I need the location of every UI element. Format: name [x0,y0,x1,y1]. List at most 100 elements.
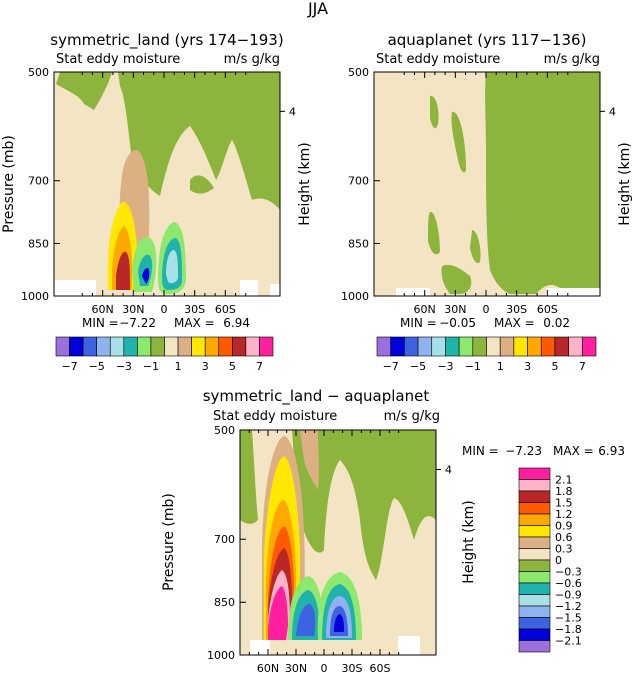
colorbar-swatch [518,525,551,538]
colorbar-label: −7 [383,360,399,373]
colorbar-swatch [69,336,84,357]
colorbar-label: 1.5 [555,497,573,510]
contour-field [54,72,280,296]
colorbar-swatch [123,336,138,357]
colorbar-label: 0.3 [555,543,573,556]
colorbar-label: −1.2 [555,600,582,613]
colorbar-label: 7 [256,360,263,373]
missing-data [54,280,96,296]
y-axis-pressure: Pressure (mb) 500 700 850 1000 [161,424,246,662]
plot-frame [239,429,437,656]
x-tick-label: 60S [215,303,236,316]
min-label: MIN = [462,444,499,458]
colorbar-swatch [417,336,433,357]
y-tick-label: 700 [214,533,235,546]
colorbar-swatch [527,336,542,357]
x-tick-label: 30S [342,662,363,674]
colorbar-label: −5 [89,360,105,373]
colorbar-swatch [232,336,247,357]
max-label: MAX = [494,316,535,330]
y-axis-height: Height (km) 4 [436,464,477,584]
y2-tick-label: 4 [609,105,616,118]
colorbar-label: 0.6 [555,531,573,544]
colorbar-swatch [390,336,405,357]
colorbar-swatch [518,548,551,561]
missing-data [270,284,280,296]
max-label: MAX = [553,444,594,458]
colorbar-swatch [518,479,551,492]
units-label: m/s g/kg [224,52,280,67]
y-tick-label: 1000 [21,290,49,303]
contour-fill-magenta [268,586,288,640]
contour-fill-green [428,211,440,255]
colorbar-label: −0.3 [555,566,582,579]
colorbar-swatch [82,336,97,357]
colorbar-label: −1 [143,360,159,373]
colorbar-label: −1.5 [555,612,582,625]
colorbar: −7 −5 −3 −1 1 3 5 7 [376,336,597,373]
colorbar-swatch [486,336,501,357]
x-tick-label: 30S [184,303,205,316]
colorbar-swatch [518,467,551,480]
missing-data [398,636,420,655]
colorbar-label: −3 [437,360,453,373]
colorbar-swatch [96,336,111,357]
y-axis-label: Pressure (mb) [161,493,177,591]
colorbar-swatch [55,336,70,357]
x-tick-label: 30N [285,662,307,674]
x-tick-label: 60N [92,303,114,316]
min-label: MIN = [400,316,437,330]
colorbar-swatch [518,571,551,584]
contour-fill-tan [300,430,319,490]
min-value: −7.23 [505,444,542,458]
colorbar-label: 5 [229,360,236,373]
contour-fill-green [56,72,112,110]
colorbar-label: 1 [175,360,182,373]
colorbar-label: −7 [61,360,77,373]
colorbar-swatch [218,336,233,357]
x-tick-label: 0 [161,303,168,316]
colorbar-label: −0.9 [555,589,582,602]
colorbar-swatch [518,628,551,641]
max-label: MAX = [174,316,215,330]
contour-fill-blue [296,604,316,636]
colorbar-swatch [376,336,391,357]
colorbar-swatch [191,336,206,357]
contour-field [240,430,436,655]
y-axis-height: Height (km) 4 [600,105,633,226]
contour-field [374,72,600,296]
max-value: 0.02 [543,316,570,330]
missing-data [396,288,430,296]
contour-fill-green [240,430,258,524]
colorbar-swatch [431,336,446,357]
contour-fill-dark-blue [334,614,344,632]
missing-data [240,280,258,296]
colorbar-swatch [518,640,551,653]
colorbar-swatch [513,336,528,357]
colorbar-swatch [109,336,125,357]
colorbar-label: 1.8 [555,485,573,498]
colorbar-vertical: 2.11.81.51.20.90.60.30−0.3−0.6−0.9−1.2−1… [518,467,582,653]
colorbar-swatch [518,536,551,549]
field-label: Stat eddy moisture [376,52,500,67]
colorbar-label: 1 [497,360,504,373]
y-axis-pressure: Pressure (mb) 500 700 850 1000 [1,66,60,303]
y-axis-height: Height (km) 4 [280,105,313,226]
panel-title: symmetric_land (yrs 174−193) [50,31,283,50]
colorbar-swatch [259,336,274,357]
colorbar-swatch [518,594,551,607]
x-tick-label: 60S [370,662,391,674]
colorbar-swatch [472,336,487,357]
colorbar-swatch [554,336,569,357]
y-axis-pressure: 500 700 850 1000 [341,66,380,303]
contour-fill-green [451,111,466,173]
y2-tick-label: 4 [289,105,296,118]
x-tick-label: 0 [483,303,490,316]
y-tick-label: 700 [28,175,49,188]
colorbar-swatch [404,336,419,357]
colorbar-label: 3 [202,360,209,373]
y-tick-label: 500 [348,66,369,79]
colorbar-label: 7 [579,360,586,373]
contour-fill-green [485,72,600,294]
